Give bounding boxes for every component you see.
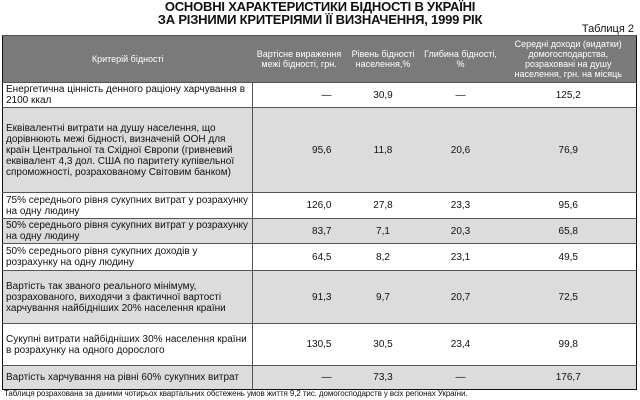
poverty-table: Критерій бідності Вартісне вираження меж… (2, 35, 637, 390)
table-row: 75% середнього рівня сукупних витрат у р… (2, 192, 637, 219)
title-line-2: ЗА РІЗНИМИ КРИТЕРІЯМИ ЇЇ ВИЗНАЧЕННЯ, 199… (157, 12, 483, 27)
table-row: Сукупні витрати найбідніших 30% населенн… (2, 323, 637, 366)
average-income-cell: 176,7 (500, 365, 637, 390)
footnote: Таблиця розрахована за даними чотирьох к… (4, 389, 468, 398)
column-header-poverty-line: Вартісне вираження межі бідності, грн. (252, 35, 346, 83)
poverty-depth-cell: — (420, 82, 501, 108)
criterion-cell: Вартість харчування на рівні 60% сукупни… (2, 365, 253, 390)
criterion-cell: 50% середнього рівня сукупних доходів у … (2, 243, 253, 271)
column-header-poverty-depth: Глибина бідності, % (420, 35, 501, 83)
poverty-line-cell: 130,5 (252, 323, 346, 366)
title-line-1: ОСНОВНІ ХАРАКТЕРИСТИКИ БІДНОСТІ В УКРАЇН… (164, 0, 476, 14)
criterion-cell: Енергетична цінність денного раціону хар… (2, 82, 253, 108)
poverty-line-cell: 83,7 (252, 218, 346, 244)
poverty-level-cell: 11,8 (345, 107, 421, 193)
poverty-level-cell: 8,2 (345, 243, 421, 271)
average-income-cell: 72,5 (500, 270, 637, 324)
poverty-level-cell: 30,5 (345, 323, 421, 366)
average-income-cell: 76,9 (500, 107, 637, 193)
poverty-level-cell: 73,3 (345, 365, 421, 390)
table-row: Вартість так званого реального мінімуму,… (2, 270, 637, 324)
column-header-average-income: Середні доходи (видатки) домогосподарств… (500, 35, 637, 83)
table-label: Таблиця 2 (581, 23, 634, 35)
criterion-cell: 50% середнього рівня сукупних витрат у р… (2, 218, 253, 244)
poverty-level-cell: 30,9 (345, 82, 421, 108)
average-income-cell: 49,5 (500, 243, 637, 271)
average-income-cell: 95,6 (500, 192, 637, 219)
table-row: Еквівалентні витрати на душу населення, … (2, 107, 637, 193)
poverty-depth-cell: 20,3 (420, 218, 501, 244)
criterion-cell: Сукупні витрати найбідніших 30% населенн… (2, 323, 253, 366)
poverty-depth-cell: 20,7 (420, 270, 501, 324)
poverty-line-cell: 126,0 (252, 192, 346, 219)
average-income-cell: 99,8 (500, 323, 637, 366)
poverty-depth-cell: — (420, 365, 501, 390)
poverty-level-cell: 27,8 (345, 192, 421, 219)
table-row: Енергетична цінність денного раціону хар… (2, 82, 637, 108)
poverty-line-cell: — (252, 365, 346, 390)
column-header-criterion: Критерій бідності (2, 35, 253, 83)
poverty-line-cell: 64,5 (252, 243, 346, 271)
table-row: Вартість харчування на рівні 60% сукупни… (2, 365, 637, 390)
poverty-depth-cell: 23,1 (420, 243, 501, 271)
average-income-cell: 65,8 (500, 218, 637, 244)
column-header-poverty-level: Рівень бідності населення,% (345, 35, 421, 83)
criterion-cell: 75% середнього рівня сукупних витрат у р… (2, 192, 253, 219)
table-header-row: Критерій бідності Вартісне вираження меж… (2, 35, 637, 83)
poverty-line-cell: 95,6 (252, 107, 346, 193)
poverty-level-cell: 9,7 (345, 270, 421, 324)
poverty-line-cell: 91,3 (252, 270, 346, 324)
document-title: ОСНОВНІ ХАРАКТЕРИСТИКИ БІДНОСТІ В УКРАЇН… (0, 0, 640, 26)
poverty-line-cell: — (252, 82, 346, 108)
table-row: 50% середнього рівня сукупних доходів у … (2, 243, 637, 271)
poverty-level-cell: 7,1 (345, 218, 421, 244)
poverty-depth-cell: 23,3 (420, 192, 501, 219)
poverty-depth-cell: 23,4 (420, 323, 501, 366)
criterion-cell: Еквівалентні витрати на душу населення, … (2, 107, 253, 193)
average-income-cell: 125,2 (500, 82, 637, 108)
poverty-depth-cell: 20,6 (420, 107, 501, 193)
table-row: 50% середнього рівня сукупних витрат у р… (2, 218, 637, 244)
criterion-cell: Вартість так званого реального мінімуму,… (2, 270, 253, 324)
